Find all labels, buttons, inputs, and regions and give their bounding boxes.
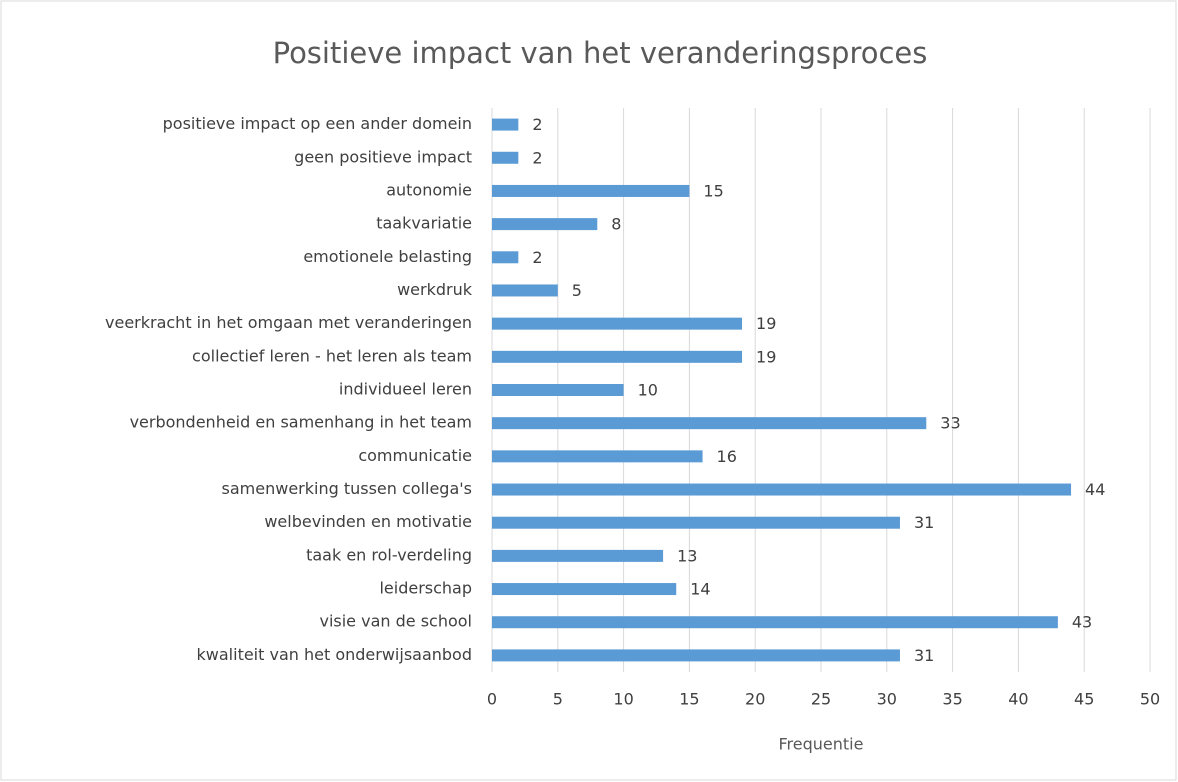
y-tick-label: collectief leren - het leren als team [192, 346, 472, 365]
bar [492, 251, 519, 264]
y-tick-label: individueel leren [339, 380, 472, 399]
data-label: 19 [756, 314, 776, 333]
bar [492, 284, 558, 297]
x-tick-label: 5 [553, 690, 563, 709]
bar [492, 384, 624, 396]
y-tick-label: werkdruk [397, 280, 473, 299]
x-tick-label: 50 [1140, 690, 1160, 709]
y-tick-label: taakvariatie [376, 214, 472, 233]
data-label: 31 [914, 513, 934, 532]
x-axis-title: Frequentie [779, 735, 864, 754]
y-tick-label: communicatie [358, 446, 472, 465]
data-label: 5 [572, 281, 582, 300]
bar [492, 317, 743, 330]
bar [492, 417, 927, 430]
data-label: 33 [940, 414, 960, 433]
bar [492, 483, 1072, 496]
x-tick-label: 10 [613, 690, 633, 709]
bar [492, 450, 703, 463]
data-label: 19 [756, 347, 776, 366]
y-tick-label: taak en rol-verdeling [306, 545, 472, 564]
x-tick-label: 25 [811, 690, 831, 709]
y-tick-label: leiderschap [379, 579, 472, 598]
bar [492, 151, 519, 164]
y-tick-label: samenwerking tussen collega's [222, 479, 472, 498]
data-label: 10 [638, 381, 658, 400]
data-label: 16 [717, 447, 737, 466]
x-tick-label: 0 [487, 690, 497, 709]
data-label: 43 [1072, 613, 1092, 632]
data-label: 44 [1085, 480, 1105, 499]
data-label: 14 [690, 580, 710, 599]
y-tick-label: kwaliteit van het onderwijsaanbod [197, 645, 472, 664]
y-tick-label: geen positieve impact [294, 147, 472, 166]
data-label: 2 [532, 148, 542, 167]
x-tick-label: 30 [877, 690, 897, 709]
y-tick-label: verbondenheid en samenhang in het team [130, 413, 472, 432]
chart-title: Positieve impact van het veranderingspro… [273, 36, 928, 70]
bar [492, 350, 743, 363]
bar [492, 516, 900, 529]
bar [492, 549, 664, 562]
data-label: 2 [532, 248, 542, 267]
data-label: 8 [611, 215, 621, 234]
y-tick-label: veerkracht in het omgaan met verandering… [105, 313, 472, 332]
bar [492, 118, 519, 131]
bar [492, 649, 900, 662]
y-tick-label: visie van de school [319, 612, 472, 631]
data-label: 31 [914, 646, 934, 665]
data-label: 2 [532, 115, 542, 134]
data-label: 15 [703, 181, 723, 200]
y-tick-label: positieve impact op een ander domein [163, 114, 472, 133]
bar [492, 184, 690, 197]
x-tick-label: 45 [1074, 690, 1094, 709]
y-tick-label: welbevinden en motivatie [264, 512, 472, 531]
x-tick-label: 40 [1008, 690, 1028, 709]
x-tick-label: 35 [942, 690, 962, 709]
y-tick-label: autonomie [386, 180, 472, 199]
bar [492, 218, 598, 231]
x-tick-label: 15 [679, 690, 699, 709]
y-tick-label: emotionele belasting [303, 247, 472, 266]
x-tick-label: 20 [745, 690, 765, 709]
data-label: 13 [677, 546, 697, 565]
bar [492, 616, 1058, 629]
bar [492, 583, 677, 596]
